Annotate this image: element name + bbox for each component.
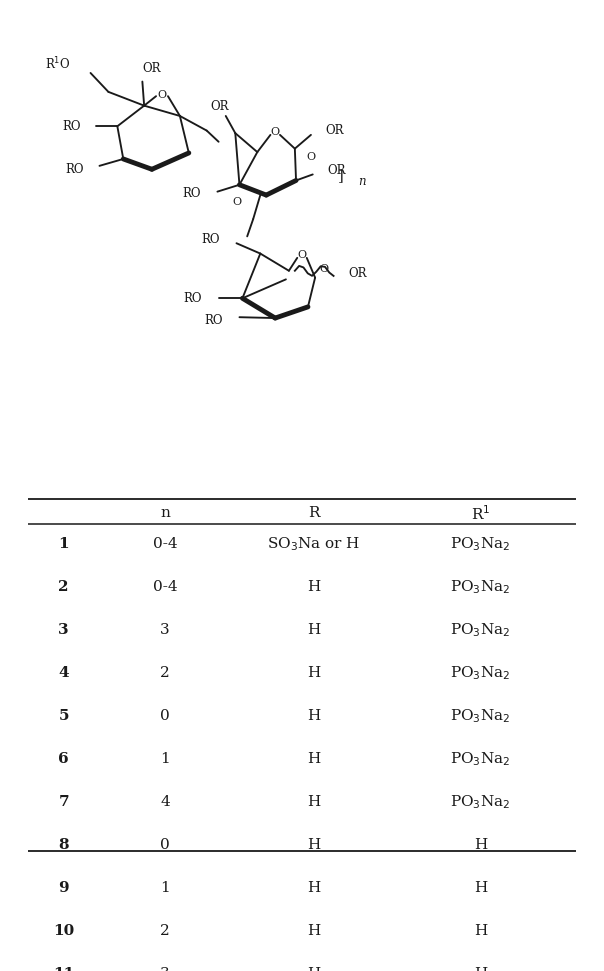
Text: PO$_3$Na$_2$: PO$_3$Na$_2$ xyxy=(451,579,511,596)
Text: PO$_3$Na$_2$: PO$_3$Na$_2$ xyxy=(451,751,511,768)
Text: 2: 2 xyxy=(160,924,170,938)
Text: H: H xyxy=(307,838,321,853)
Text: PO$_3$Na$_2$: PO$_3$Na$_2$ xyxy=(451,664,511,682)
Text: OR: OR xyxy=(327,164,346,178)
Text: RO: RO xyxy=(182,186,201,200)
Text: RO: RO xyxy=(62,119,80,133)
Text: 1: 1 xyxy=(160,753,170,766)
Text: H: H xyxy=(307,753,321,766)
Text: H: H xyxy=(307,924,321,938)
Text: RO: RO xyxy=(201,233,220,247)
Text: 10: 10 xyxy=(53,924,74,938)
Text: H: H xyxy=(307,709,321,723)
Text: H: H xyxy=(307,623,321,637)
Text: RO: RO xyxy=(204,315,223,327)
Text: PO$_3$Na$_2$: PO$_3$Na$_2$ xyxy=(451,535,511,553)
Text: O: O xyxy=(271,127,280,137)
Text: 1: 1 xyxy=(59,537,69,552)
Text: 3: 3 xyxy=(160,623,170,637)
Text: 0-4: 0-4 xyxy=(153,581,178,594)
Text: H: H xyxy=(307,967,321,971)
Text: 0: 0 xyxy=(160,709,170,723)
Text: 3: 3 xyxy=(160,967,170,971)
Text: 6: 6 xyxy=(59,753,69,766)
Text: O: O xyxy=(297,251,307,260)
Text: n: n xyxy=(160,506,170,520)
Text: 9: 9 xyxy=(59,882,69,895)
Text: OR: OR xyxy=(211,100,229,113)
Text: 4: 4 xyxy=(59,666,69,681)
Text: n: n xyxy=(359,175,366,187)
Text: 4: 4 xyxy=(160,795,170,809)
Text: PO$_3$Na$_2$: PO$_3$Na$_2$ xyxy=(451,621,511,639)
Text: SO$_3$Na or H: SO$_3$Na or H xyxy=(267,535,361,553)
Text: RO: RO xyxy=(65,163,83,176)
Text: PO$_3$Na$_2$: PO$_3$Na$_2$ xyxy=(451,793,511,811)
Text: O: O xyxy=(232,197,241,207)
Text: R$^1$: R$^1$ xyxy=(471,504,490,522)
Text: 5: 5 xyxy=(59,709,69,723)
Text: H: H xyxy=(307,666,321,681)
Text: R$^1$O: R$^1$O xyxy=(45,56,71,73)
Text: 7: 7 xyxy=(59,795,69,809)
Text: OR: OR xyxy=(349,267,367,280)
Text: 2: 2 xyxy=(160,666,170,681)
Text: 1: 1 xyxy=(160,882,170,895)
Text: 0: 0 xyxy=(160,838,170,853)
Text: H: H xyxy=(474,924,487,938)
Text: O: O xyxy=(307,152,316,162)
Text: PO$_3$Na$_2$: PO$_3$Na$_2$ xyxy=(451,707,511,725)
Text: 0-4: 0-4 xyxy=(153,537,178,552)
Text: OR: OR xyxy=(326,124,344,137)
Text: R: R xyxy=(308,506,320,520)
Text: RO: RO xyxy=(184,291,202,305)
Text: O: O xyxy=(320,264,329,274)
Text: H: H xyxy=(307,581,321,594)
Text: H: H xyxy=(474,967,487,971)
Text: 2: 2 xyxy=(59,581,69,594)
Text: OR: OR xyxy=(143,62,161,75)
Text: H: H xyxy=(474,838,487,853)
Text: H: H xyxy=(307,795,321,809)
Text: 3: 3 xyxy=(59,623,69,637)
Text: O: O xyxy=(158,90,167,100)
Text: 11: 11 xyxy=(53,967,74,971)
Text: H: H xyxy=(474,882,487,895)
Text: 8: 8 xyxy=(59,838,69,853)
Text: H: H xyxy=(307,882,321,895)
Text: ]: ] xyxy=(338,169,344,184)
